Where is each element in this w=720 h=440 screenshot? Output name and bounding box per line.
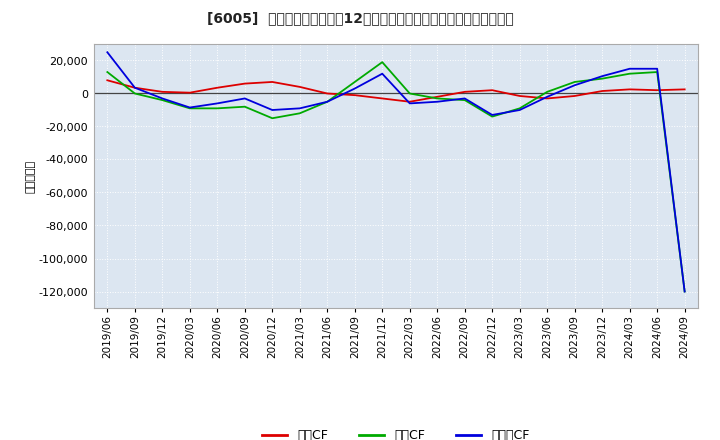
Legend: 営業CF, 投資CF, フリーCF: 営業CF, 投資CF, フリーCF — [257, 424, 535, 440]
Y-axis label: （百万円）: （百万円） — [26, 159, 36, 193]
Text: [6005]  キャッシュフローの12か月移動合計の対前年同期増減額の推移: [6005] キャッシュフローの12か月移動合計の対前年同期増減額の推移 — [207, 11, 513, 25]
